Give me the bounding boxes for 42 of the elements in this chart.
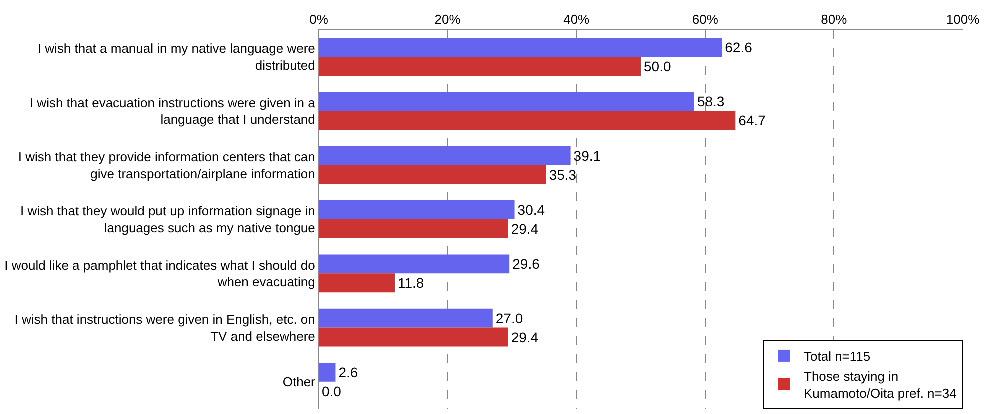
- x-tick-label: 40%: [564, 12, 590, 27]
- data-label: 58.3: [697, 94, 725, 110]
- bar: [319, 328, 508, 347]
- bar: [319, 220, 508, 238]
- bar: [319, 111, 736, 130]
- data-label: 30.4: [518, 202, 546, 218]
- bar: [319, 308, 493, 328]
- y-tick-label: I would like a pamphlet that indicates what I should do when evacuating: [4, 258, 316, 290]
- data-label: 64.7: [738, 112, 766, 129]
- bar: [319, 254, 510, 274]
- bar: [319, 38, 722, 58]
- data-label: 35.3: [549, 166, 577, 183]
- x-tick-label: 80%: [821, 12, 848, 27]
- legend-label: Those staying in Kumamoto/Oita pref. n=34: [804, 368, 957, 401]
- data-label: 62.6: [725, 40, 753, 56]
- x-tick-label: 60%: [692, 12, 719, 27]
- data-label: 11.8: [398, 275, 424, 292]
- bar: [319, 200, 515, 220]
- y-tick-label: I wish that a manual in my native language were distributed: [38, 41, 316, 74]
- bar: [319, 92, 694, 112]
- data-label: 39.1: [574, 148, 602, 164]
- bar: [319, 165, 546, 184]
- y-tick-label: I wish that evacuation instructions were given in a language that I understand: [30, 95, 316, 128]
- y-tick-label: Other: [282, 374, 316, 390]
- bar: [319, 57, 641, 76]
- bar: [319, 146, 571, 166]
- data-label: 27.0: [496, 310, 524, 326]
- data-label: 29.4: [511, 329, 539, 346]
- data-label: 29.4: [511, 220, 539, 237]
- x-tick-label: 20%: [434, 12, 462, 27]
- data-label: 50.0: [644, 58, 672, 75]
- bar: [319, 362, 336, 382]
- y-tick-label: I wish that they would put up information signage in languages such as my native tongue: [20, 204, 316, 236]
- x-tick-label: 0%: [310, 12, 329, 27]
- data-label: 2.6: [338, 364, 358, 380]
- y-tick-label: I wish that they provide information centers that can give transportation/airplane information: [18, 149, 316, 182]
- x-tick-label: 100%: [946, 12, 980, 27]
- data-label: 29.6: [512, 256, 540, 272]
- data-label: 0.0: [322, 383, 342, 400]
- legend-label: Total n=115: [804, 349, 871, 364]
- y-tick-label: I wish that instructions were given in English, etc. on TV and elsewhere: [14, 312, 316, 344]
- bar: [319, 274, 395, 293]
